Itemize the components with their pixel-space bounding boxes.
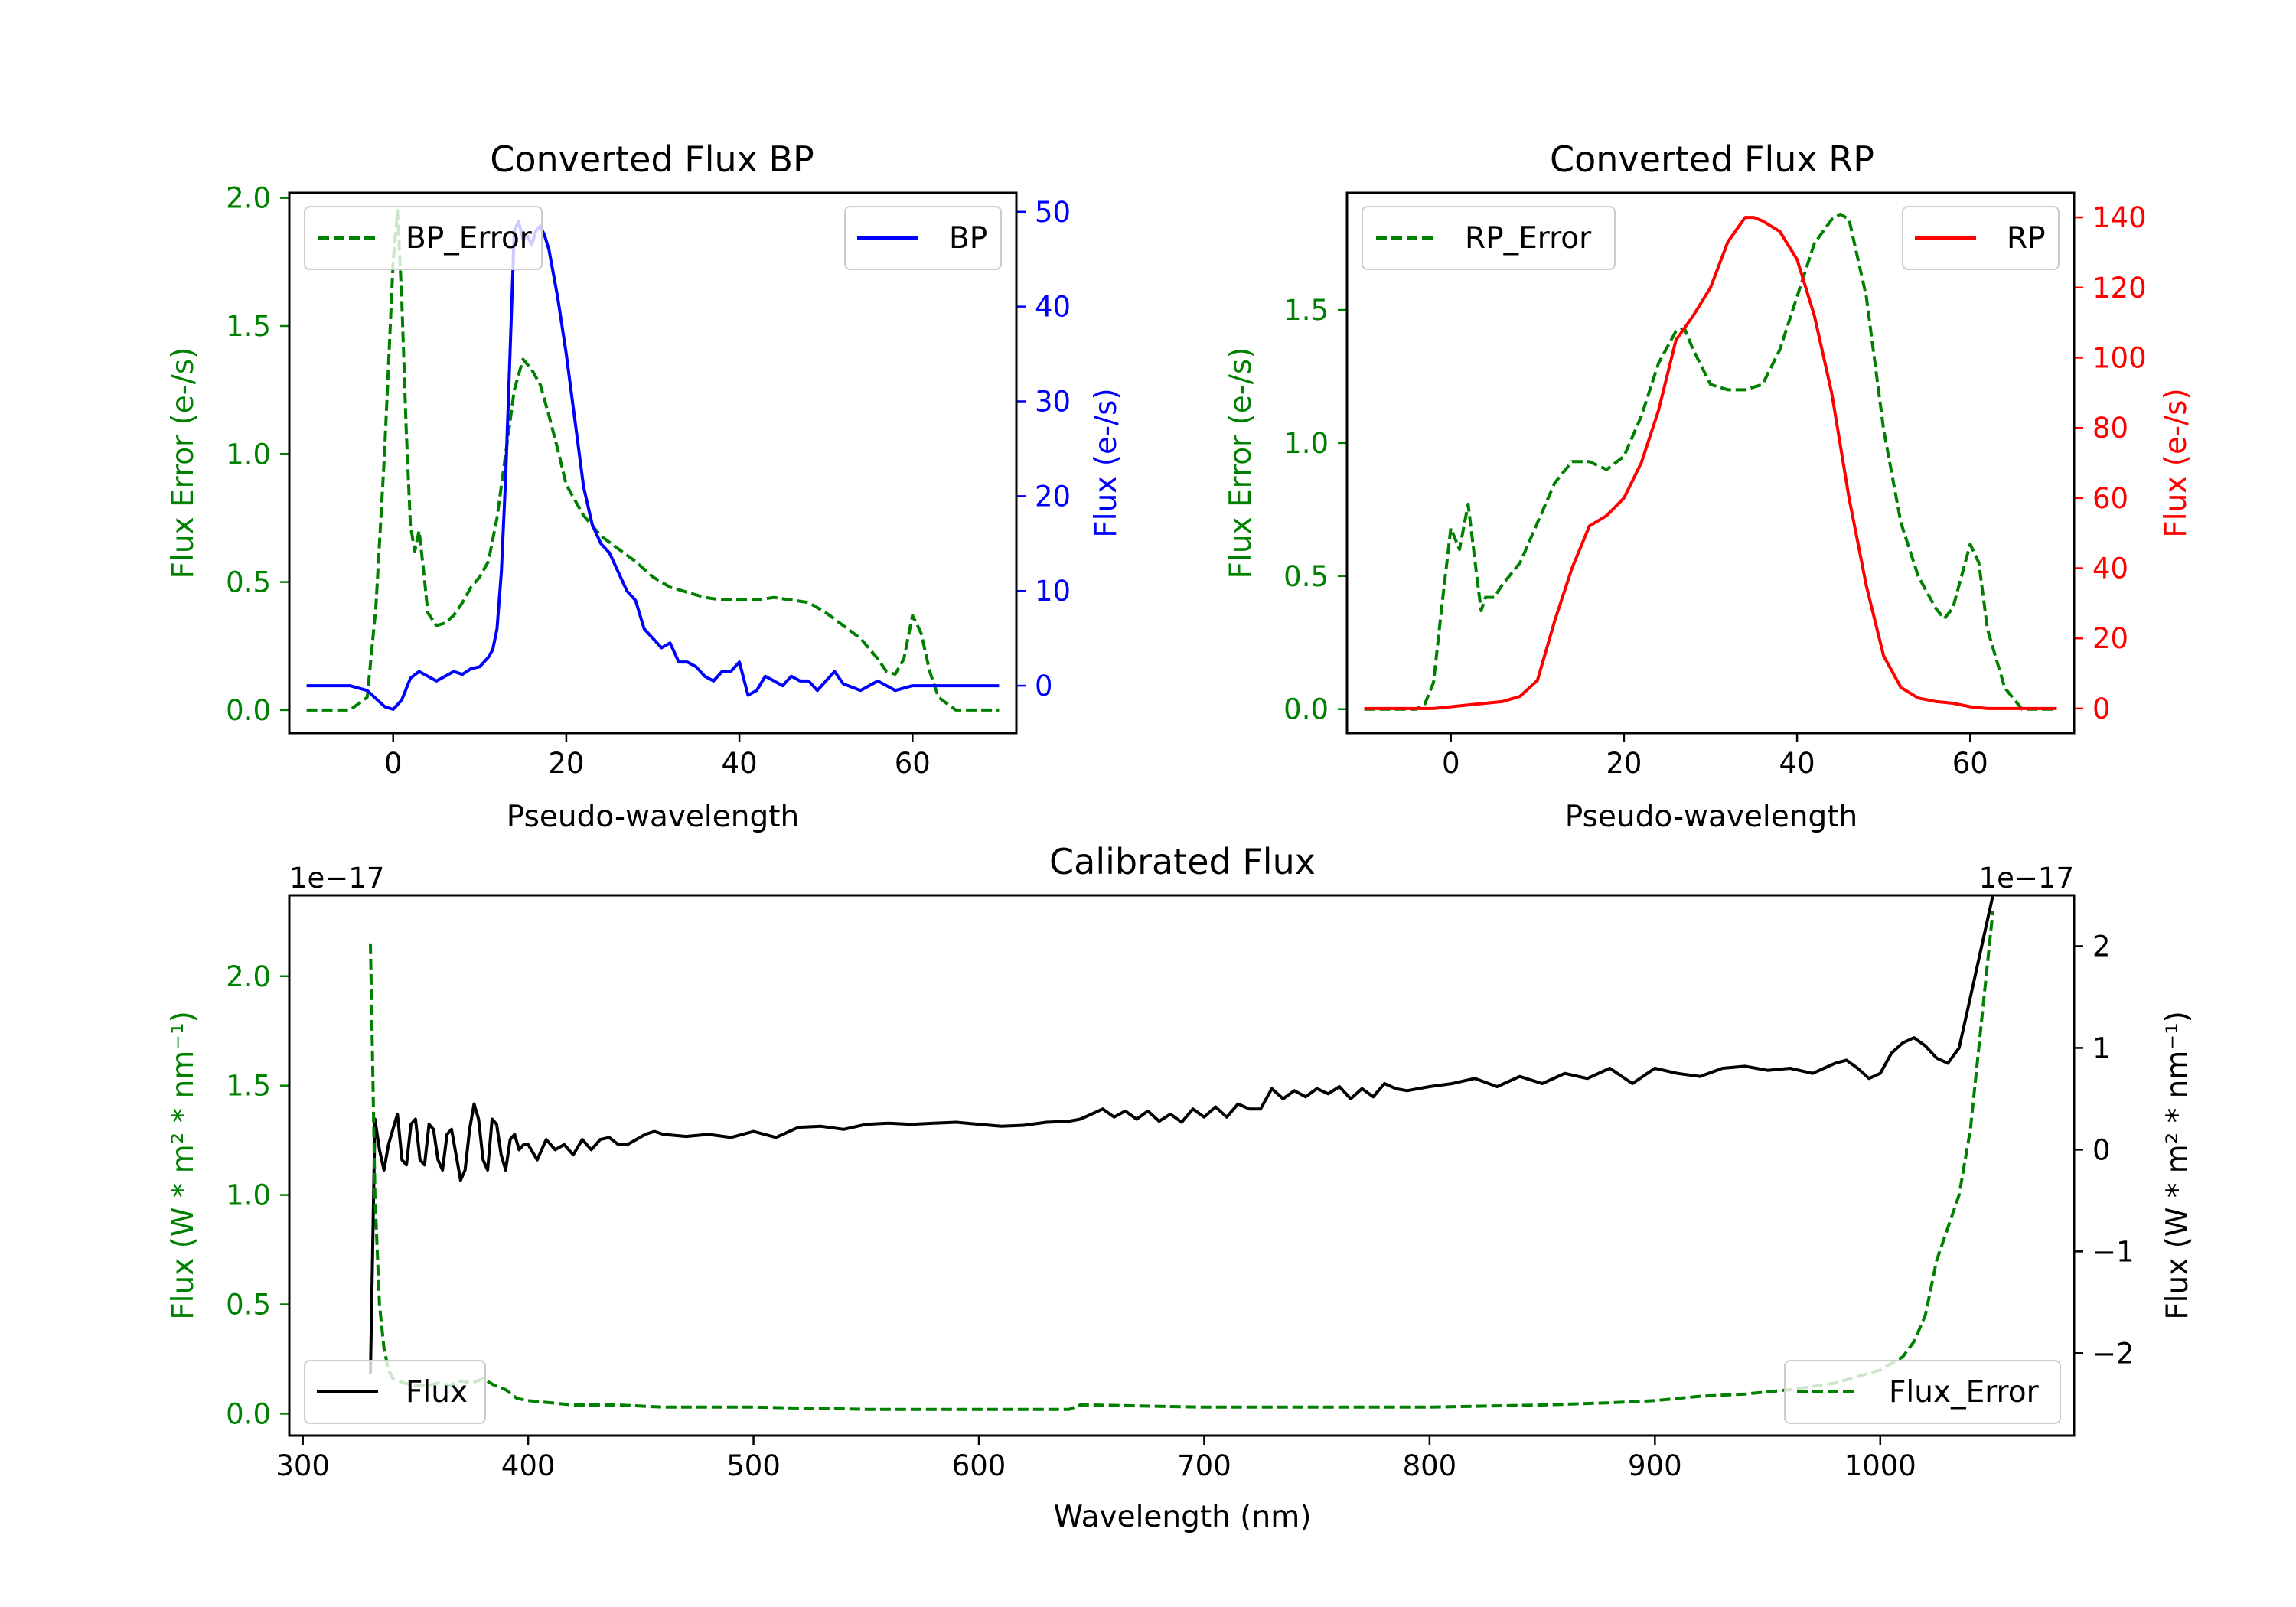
y-left-tick-label: 1.0 bbox=[226, 1179, 271, 1212]
y-left-tick-label: 1.5 bbox=[226, 1070, 271, 1103]
legend-frame bbox=[1784, 1360, 2061, 1424]
chart-rp: Converted Flux RP 0 20 40 60 0.0 0.5 1.0 1.5 0 20… bbox=[1224, 139, 2193, 834]
chart-calibrated-offset-left: 1e−17 bbox=[289, 862, 384, 895]
x-tick-label: 300 bbox=[276, 1449, 330, 1482]
y-right-tick-label: 40 bbox=[1035, 291, 1071, 324]
chart-rp-ylabel-left: Flux Error (e-/s) bbox=[1224, 347, 1258, 579]
series-line-flux bbox=[369, 895, 1994, 1374]
chart-rp-ylabel-right: Flux (e-/s) bbox=[2159, 388, 2193, 537]
y-right-tick-label: −1 bbox=[2092, 1235, 2135, 1268]
chart-bp-legend-left: BP_Error bbox=[304, 206, 543, 270]
chart-rp-xlabel: Pseudo-wavelength bbox=[1565, 800, 1857, 834]
x-tick-label: 700 bbox=[1177, 1449, 1231, 1482]
y-right-tick-label: 120 bbox=[2092, 272, 2147, 305]
x-tick-label: 400 bbox=[501, 1449, 556, 1482]
y-left-tick-label: 1.5 bbox=[226, 310, 271, 343]
y-right-tick-label: 50 bbox=[1035, 196, 1071, 229]
y-right-tick-label: 100 bbox=[2092, 341, 2147, 374]
chart-bp: Converted Flux BP 0 20 40 60 0.0 0.5 1.0 1.5 2.0… bbox=[166, 139, 1124, 834]
chart-calibrated-ticks: 300 400 500 600 700 800 900 1000 0.0 0.5 1.0 1.5 2.0… bbox=[226, 930, 2134, 1482]
y-left-tick-label: 0.0 bbox=[1283, 693, 1329, 726]
x-tick-label: 0 bbox=[384, 747, 403, 780]
chart-calibrated: Calibrated Flux 1e−17 1e−17 300 400 500 600… bbox=[166, 841, 2195, 1534]
chart-bp-legend-right: BP bbox=[844, 206, 1002, 270]
series-line-rp bbox=[1364, 216, 2057, 710]
x-tick-label: 800 bbox=[1403, 1449, 1457, 1482]
y-left-tick-label: 0.5 bbox=[1283, 560, 1329, 593]
chart-calibrated-legend-left: Flux bbox=[304, 1360, 486, 1424]
y-left-tick-label: 0.5 bbox=[226, 1289, 271, 1322]
chart-calibrated-xlabel: Wavelength (nm) bbox=[1054, 1500, 1312, 1534]
y-left-tick-label: 0.0 bbox=[226, 694, 271, 727]
legend-frame bbox=[844, 206, 1002, 270]
y-right-tick-label: 40 bbox=[2092, 553, 2128, 585]
legend-frame bbox=[1362, 206, 1616, 270]
legend-label-flux: Flux bbox=[406, 1375, 468, 1410]
x-tick-label: 40 bbox=[1779, 747, 1815, 780]
x-tick-label: 600 bbox=[952, 1449, 1006, 1482]
chart-bp-xlabel: Pseudo-wavelength bbox=[507, 800, 799, 834]
y-right-tick-label: 0 bbox=[2092, 693, 2111, 725]
y-right-tick-label: 20 bbox=[1035, 480, 1071, 513]
y-right-tick-label: 1 bbox=[2092, 1032, 2111, 1064]
chart-rp-ticks: 0 20 40 60 0.0 0.5 1.0 1.5 0 20 40 60 80 100 120 140 bbox=[1283, 201, 2146, 780]
y-right-tick-label: 0 bbox=[2092, 1133, 2111, 1166]
legend-label-bp-error: BP_Error bbox=[406, 221, 533, 256]
legend-label-rp: RP bbox=[2007, 221, 2046, 256]
legend-label-bp: BP bbox=[949, 221, 987, 256]
legend-frame bbox=[304, 1360, 486, 1424]
x-tick-label: 500 bbox=[726, 1449, 781, 1482]
y-left-tick-label: 0.5 bbox=[226, 566, 271, 599]
chart-bp-marks bbox=[306, 209, 1000, 712]
chart-bp-ticks: 0 20 40 60 0.0 0.5 1.0 1.5 2.0 0 10 20 30 40 50 bbox=[226, 182, 1071, 780]
x-tick-label: 60 bbox=[1952, 747, 1988, 780]
y-right-tick-label: 60 bbox=[2092, 482, 2128, 515]
y-right-tick-label: 80 bbox=[2092, 412, 2128, 445]
x-tick-label: 60 bbox=[895, 747, 931, 780]
legend-label-rp-error: RP_Error bbox=[1465, 221, 1592, 256]
x-tick-label: 20 bbox=[1606, 747, 1642, 780]
chart-calibrated-ylabel-right: Flux (W * m² * nm⁻¹) bbox=[2161, 1011, 2195, 1320]
chart-rp-legend-right: RP bbox=[1902, 206, 2060, 270]
chart-rp-frame bbox=[1345, 191, 2076, 735]
chart-bp-frame bbox=[288, 191, 1018, 735]
y-right-tick-label: 30 bbox=[1035, 385, 1071, 418]
chart-bp-ylabel-left: Flux Error (e-/s) bbox=[166, 347, 201, 579]
series-line-bp bbox=[306, 220, 1000, 711]
legend-label-flux-error: Flux_Error bbox=[1889, 1375, 2040, 1410]
y-left-tick-label: 2.0 bbox=[226, 960, 271, 993]
x-tick-label: 20 bbox=[548, 747, 584, 780]
y-right-tick-label: 2 bbox=[2092, 930, 2111, 963]
x-tick-label: 1000 bbox=[1844, 1449, 1916, 1482]
x-tick-label: 40 bbox=[722, 747, 758, 780]
chart-rp-legend-left: RP_Error bbox=[1362, 206, 1616, 270]
y-right-tick-label: −2 bbox=[2092, 1337, 2135, 1370]
chart-calibrated-offset-right: 1e−17 bbox=[1979, 862, 2074, 895]
y-right-tick-label: 0 bbox=[1035, 670, 1053, 702]
legend-frame bbox=[1902, 206, 2060, 270]
y-right-tick-label: 20 bbox=[2092, 622, 2128, 655]
y-right-tick-label: 10 bbox=[1035, 575, 1071, 608]
series-line-bp-error bbox=[306, 209, 1000, 712]
chart-rp-title: Converted Flux RP bbox=[1550, 139, 1874, 180]
chart-bp-title: Converted Flux BP bbox=[490, 139, 814, 180]
chart-calibrated-title: Calibrated Flux bbox=[1049, 841, 1316, 882]
y-left-tick-label: 1.0 bbox=[226, 438, 271, 471]
y-left-tick-label: 1.5 bbox=[1283, 294, 1329, 327]
y-left-tick-label: 2.0 bbox=[226, 182, 271, 215]
x-tick-label: 900 bbox=[1628, 1449, 1682, 1482]
chart-calibrated-ylabel-left: Flux (W * m² * nm⁻¹) bbox=[166, 1011, 201, 1320]
y-left-tick-label: 0.0 bbox=[226, 1397, 271, 1430]
x-tick-label: 0 bbox=[1442, 747, 1460, 780]
chart-calibrated-frame bbox=[288, 894, 2076, 1437]
chart-rp-marks bbox=[1364, 212, 2057, 711]
y-left-tick-label: 1.0 bbox=[1283, 427, 1329, 460]
y-right-tick-label: 140 bbox=[2092, 201, 2147, 234]
legend-frame bbox=[304, 206, 543, 270]
chart-calibrated-legend-right: Flux_Error bbox=[1784, 1360, 2061, 1424]
chart-bp-ylabel-right: Flux (e-/s) bbox=[1089, 388, 1124, 537]
